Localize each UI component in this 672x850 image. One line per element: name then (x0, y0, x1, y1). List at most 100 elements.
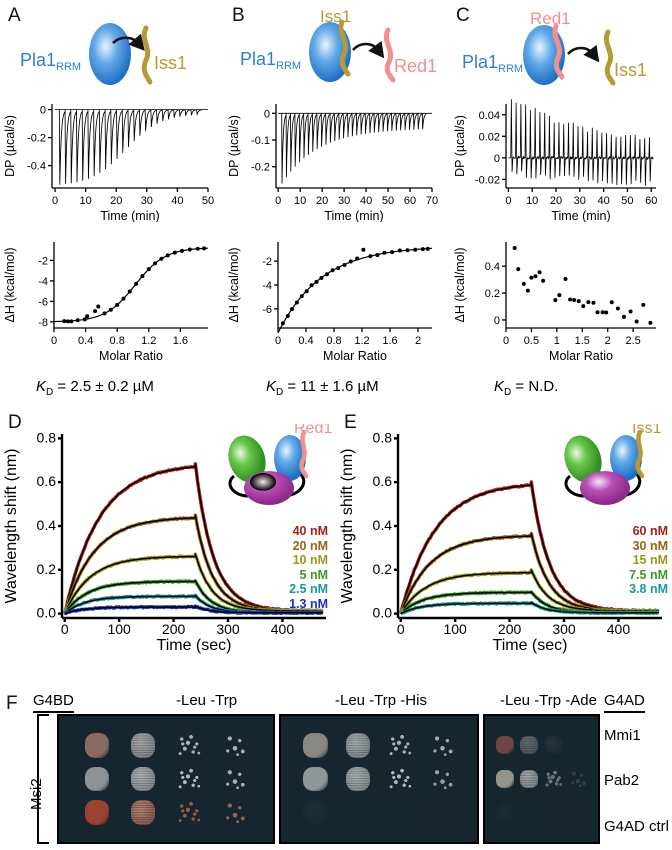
svg-text:0.04: 0.04 (479, 110, 500, 122)
yeast-spot (496, 804, 514, 822)
svg-text:0.02: 0.02 (479, 131, 500, 143)
svg-text:Time (min): Time (min) (100, 209, 159, 222)
svg-text:50: 50 (621, 195, 633, 207)
svg-text:DP (µcal/s): DP (µcal/s) (227, 115, 241, 177)
yeast-spot (569, 804, 587, 822)
red1-label: Red1 (530, 10, 571, 28)
svg-text:Wavelength shift (nm): Wavelength shift (nm) (339, 448, 356, 603)
svg-text:-6: -6 (38, 296, 48, 308)
panel-c-dp-plot: 0.04 0.02 0 -0.02 0 10 20 30 40 50 60 Time (min) DP … (448, 92, 672, 222)
svg-text:-0.2: -0.2 (251, 162, 270, 174)
yeast-spot (544, 769, 563, 788)
plate-leu-trp[interactable] (57, 714, 275, 844)
kd-italic-k: K (36, 378, 46, 395)
svg-text:400: 400 (607, 621, 631, 637)
legend-item-2: 10 nM (252, 553, 328, 568)
kd-italic-k: K (494, 378, 504, 395)
svg-text:Molar Ratio: Molar Ratio (549, 349, 613, 363)
svg-text:20: 20 (316, 195, 328, 207)
svg-text:ΔH (kcal/mol): ΔH (kcal/mol) (453, 247, 467, 322)
svg-text:-2: -2 (38, 255, 48, 267)
legend-item-1: 30 nM (590, 539, 668, 554)
iss1-label: Iss1 (154, 53, 187, 73)
svg-text:0: 0 (61, 621, 69, 637)
row-label-pab2: Pab2 (604, 772, 639, 789)
legend-item-1: 20 nM (252, 539, 328, 554)
svg-text:Time (sec): Time (sec) (493, 637, 568, 654)
legend-item-4: 2.5 nM (252, 582, 328, 597)
svg-text:400: 400 (271, 621, 295, 637)
svg-text:0.8: 0.8 (326, 335, 341, 347)
panel-c-cartoon: Red1 Pla1RRM Iss1 (462, 10, 672, 92)
svg-text:Wavelength shift (nm): Wavelength shift (nm) (3, 448, 20, 603)
plate-leu-trp-his[interactable] (279, 714, 479, 844)
plate-leu-trp-ade[interactable] (483, 714, 600, 844)
svg-text:-4: -4 (262, 280, 272, 292)
yeast-spot (429, 766, 456, 793)
svg-text:0.4: 0.4 (373, 517, 393, 533)
panel-b-kd: KD = 11 ± 1.6 µM (266, 378, 379, 398)
pla1-rrm-ellipse (89, 23, 131, 85)
panel-a-cartoon: Pla1RRM Iss1 (14, 14, 220, 92)
cartoon-purple-ellipse (244, 471, 294, 505)
yeast-spot (520, 770, 538, 788)
yeast-spot (387, 766, 413, 792)
yeast-spot (131, 800, 156, 825)
svg-text:0: 0 (494, 315, 500, 327)
svg-text:0: 0 (494, 153, 500, 165)
svg-text:0.4: 0.4 (78, 335, 93, 347)
svg-text:10: 10 (526, 195, 538, 207)
svg-text:-4: -4 (38, 276, 48, 288)
yeast-spot (222, 799, 249, 826)
yeast-spot (85, 733, 110, 758)
legend-item-2: 15 nM (590, 553, 668, 568)
svg-text:30: 30 (338, 195, 350, 207)
yeast-spot (388, 800, 413, 825)
legend-item-0: 60 nM (590, 524, 668, 539)
panel-e-cartoon: Iss1 (548, 424, 668, 514)
red1-label: Red1 (394, 56, 437, 76)
svg-text:60: 60 (404, 195, 416, 207)
svg-text:2.5: 2.5 (625, 335, 640, 347)
svg-text:-0.4: -0.4 (27, 161, 46, 173)
svg-text:0.8: 0.8 (37, 429, 57, 445)
panel-a-dp-plot: 0 -0.2 -0.4 0 10 20 30 40 50 Time (min) DP (µcal/s… (0, 92, 224, 222)
svg-text:0: 0 (51, 335, 57, 347)
row-label-mmi1: Mmi1 (604, 727, 641, 744)
yeast-spot (346, 800, 371, 825)
svg-text:10: 10 (80, 195, 92, 207)
svg-text:1.6: 1.6 (382, 335, 397, 347)
svg-text:40: 40 (597, 195, 609, 207)
yeast-spot (85, 767, 110, 792)
kd-value: = 2.5 ± 0.2 µM (53, 378, 154, 395)
svg-text:100: 100 (443, 621, 467, 637)
panel-d-cartoon-label: Red1 (294, 424, 332, 437)
panel-d-legend: 40 nM 20 nM 10 nM 5 nM 2.5 nM 1.3 nM (252, 524, 328, 611)
yeast-spot (222, 766, 249, 793)
svg-text:200: 200 (162, 621, 186, 637)
g4bd-bracket-top (37, 714, 49, 716)
yeast-spot (346, 733, 371, 758)
svg-text:2: 2 (605, 335, 611, 347)
svg-text:10: 10 (294, 195, 306, 207)
svg-text:0.8: 0.8 (373, 429, 393, 445)
svg-text:0: 0 (40, 105, 46, 117)
yeast-spot (545, 736, 563, 754)
svg-text:0.6: 0.6 (373, 473, 393, 489)
kd-value: = N.D. (511, 378, 558, 395)
panel-c-dh-plot: 0.4 0.2 0 0 0.5 1 1.5 2 2.5 Molar Ratio ΔH (kcal/m… (448, 228, 672, 370)
svg-text:50: 50 (202, 195, 214, 207)
svg-text:-8: -8 (38, 317, 48, 329)
svg-text:0.4: 0.4 (37, 517, 57, 533)
yeast-spot (346, 767, 371, 792)
svg-text:60: 60 (645, 195, 657, 207)
iss1-label: Iss1 (320, 10, 351, 26)
svg-text:DP (µcal/s): DP (µcal/s) (3, 115, 17, 177)
yeast-spot (429, 732, 456, 759)
panel-c-kd: KD = N.D. (494, 378, 558, 398)
svg-text:0: 0 (275, 335, 281, 347)
g4bd-bracket-bottom (37, 842, 49, 844)
panel-d-cartoon: Red1 (212, 424, 332, 514)
svg-text:Molar Ratio: Molar Ratio (323, 349, 387, 363)
svg-text:0.4: 0.4 (298, 335, 313, 347)
